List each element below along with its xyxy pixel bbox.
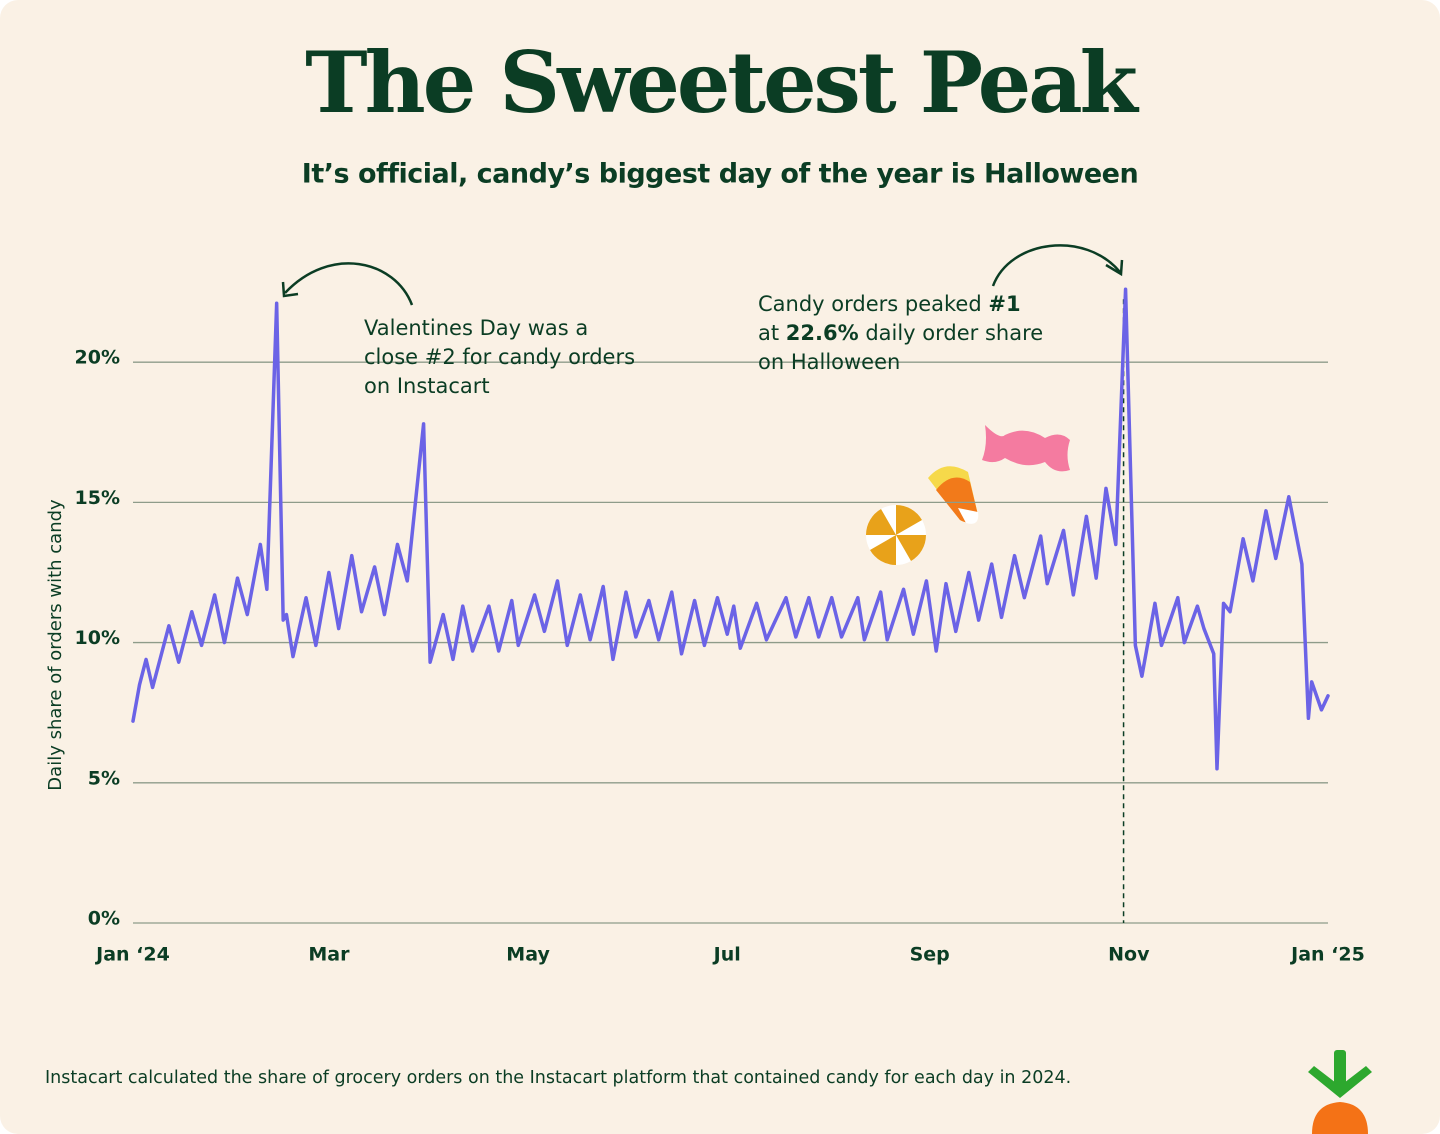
chart-subtitle: It’s official, candy’s biggest day of th… bbox=[302, 159, 1138, 190]
x-tick-label: May bbox=[506, 944, 550, 966]
annotation-part: 22.6% bbox=[786, 321, 859, 345]
candy-corn bbox=[928, 466, 979, 524]
y-tick-label: 0% bbox=[88, 908, 120, 930]
x-tick-label: Sep bbox=[910, 944, 950, 966]
y-tick-label: 20% bbox=[75, 347, 120, 369]
arrow bbox=[991, 244, 1121, 287]
annotation-part: at bbox=[758, 321, 786, 345]
arrow-head bbox=[1105, 259, 1124, 277]
annotation-part: Valentines Day was a bbox=[364, 316, 588, 340]
y-tick-label: 5% bbox=[88, 767, 120, 789]
annotation-part: Candy orders peaked bbox=[758, 292, 988, 316]
x-tick-label: Jan ‘25 bbox=[1289, 944, 1365, 966]
annotation: on Instacart bbox=[364, 374, 490, 398]
x-tick-label: Jan ‘24 bbox=[94, 944, 170, 966]
annotation-part: daily order share bbox=[859, 321, 1044, 345]
x-tick-label: Jul bbox=[712, 944, 741, 966]
chart-title: The Sweetest Peak bbox=[305, 33, 1139, 132]
annotation: on Halloween bbox=[758, 350, 900, 374]
candy-wrapped bbox=[982, 425, 1070, 472]
y-tick-label: 15% bbox=[75, 487, 120, 509]
arrow-head bbox=[281, 281, 299, 298]
y-axis-label: Daily share of orders with candy bbox=[45, 499, 66, 791]
y-tick-label: 10% bbox=[75, 627, 120, 649]
x-tick-label: Mar bbox=[308, 944, 350, 966]
candy-swirl bbox=[866, 505, 927, 566]
annotation-part: on Instacart bbox=[364, 374, 490, 398]
annotation: Candy orders peaked #1 bbox=[758, 292, 1021, 316]
annotation-part: close #2 for candy orders bbox=[364, 345, 635, 369]
annotation-part: #1 bbox=[988, 292, 1020, 316]
annotation: close #2 for candy orders bbox=[364, 345, 635, 369]
series-line bbox=[131, 287, 1330, 771]
annotation: at 22.6% daily order share bbox=[758, 321, 1043, 345]
annotation-part: on Halloween bbox=[758, 350, 900, 374]
logo bbox=[1308, 1050, 1372, 1134]
annotation: Valentines Day was a bbox=[364, 316, 588, 340]
footnote: Instacart calculated the share of grocer… bbox=[45, 1068, 1071, 1088]
x-tick-label: Nov bbox=[1108, 944, 1150, 966]
arrow bbox=[284, 262, 414, 306]
